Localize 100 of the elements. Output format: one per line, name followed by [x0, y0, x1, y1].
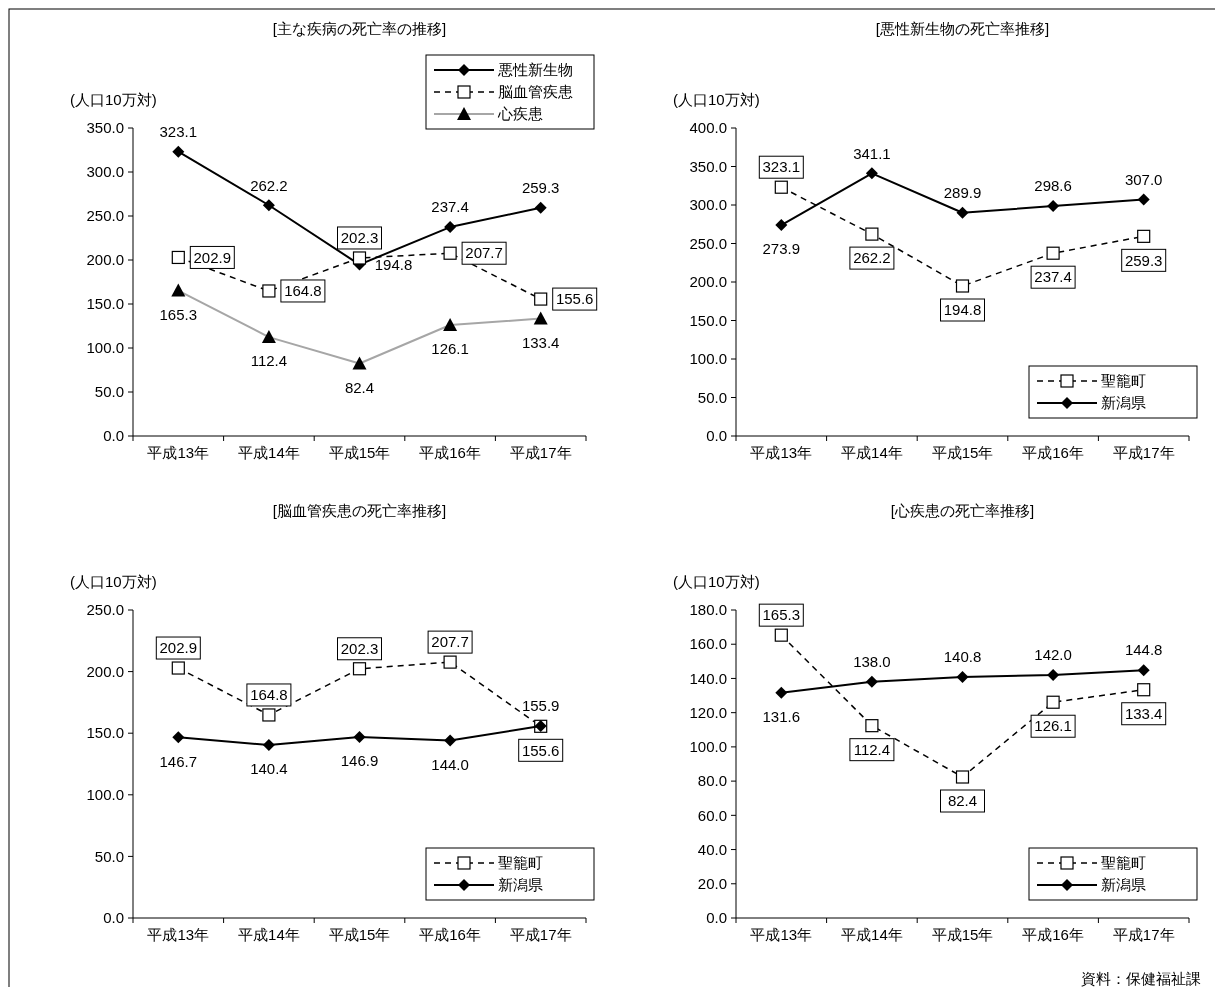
data-label: 289.9	[943, 184, 982, 202]
x-tick-label: 平成16年	[1022, 926, 1084, 943]
y-tick-label: 300.0	[86, 163, 124, 181]
data-label: 126.1	[431, 340, 469, 358]
y-axis-title: (人口10万対)	[673, 573, 760, 590]
y-tick-label: 20.0	[697, 875, 727, 893]
data-label: 165.3	[159, 305, 198, 323]
data-label: 323.1	[762, 158, 801, 176]
point	[774, 628, 788, 642]
legend-label: 聖籠町	[1101, 854, 1146, 872]
y-tick-label: 140.0	[689, 669, 727, 687]
y-tick-label: 250.0	[689, 234, 727, 252]
y-tick-label: 0.0	[706, 909, 727, 927]
y-tick-label: 300.0	[689, 196, 727, 214]
y-tick-label: 180.0	[689, 601, 727, 619]
chart-title: [悪性新生物の死亡率推移]	[875, 20, 1050, 37]
y-tick-label: 350.0	[86, 119, 124, 137]
point	[262, 284, 276, 298]
point	[534, 292, 548, 306]
point	[444, 221, 457, 234]
data-label: 112.4	[250, 352, 288, 370]
chart-title: [脳血管疾患の死亡率推移]	[272, 502, 447, 519]
point	[774, 180, 788, 194]
point	[775, 219, 788, 232]
point	[352, 662, 367, 676]
x-tick-label: 平成16年	[1022, 444, 1084, 461]
y-axis-title: (人口10万対)	[673, 91, 760, 108]
y-tick-label: 60.0	[697, 806, 727, 824]
x-tick-label: 平成14年	[238, 926, 300, 943]
data-label: 164.8	[250, 686, 288, 704]
y-tick-label: 250.0	[86, 601, 124, 619]
data-label: 237.4	[431, 198, 469, 216]
point	[262, 739, 275, 752]
point	[353, 731, 366, 744]
y-tick-label: 250.0	[86, 207, 124, 225]
text: 資料：保健福祉課	[1081, 970, 1201, 987]
y-tick-label: 200.0	[86, 662, 124, 680]
data-label: 194.8	[943, 301, 982, 319]
x-tick-label: 平成14年	[841, 926, 903, 943]
data-label: 155.6	[521, 741, 560, 759]
x-tick-label: 平成13年	[147, 444, 210, 461]
data-label: 262.2	[250, 176, 288, 194]
y-tick-label: 0.0	[103, 909, 124, 927]
data-label: 82.4	[344, 378, 375, 396]
point	[865, 675, 878, 688]
y-tick-label: 150.0	[86, 724, 124, 742]
data-label: 202.3	[340, 640, 379, 658]
point	[1046, 246, 1060, 260]
data-label: 82.4	[947, 792, 978, 810]
data-label: 155.9	[521, 697, 560, 715]
x-tick-label: 平成17年	[509, 444, 572, 461]
y-tick-label: 100.0	[86, 786, 124, 804]
y-tick-label: 0.0	[706, 427, 727, 445]
y-tick-label: 100.0	[689, 738, 727, 756]
y-tick-label: 200.0	[86, 251, 124, 269]
point	[534, 201, 547, 214]
y-tick-label: 80.0	[697, 772, 727, 790]
x-tick-label: 平成17年	[509, 926, 572, 943]
y-axis-title: (人口10万対)	[70, 91, 157, 108]
data-label: 133.4	[1124, 704, 1163, 722]
point	[865, 719, 879, 733]
point	[1047, 200, 1060, 213]
data-label: 133.4	[521, 333, 560, 351]
chart-title: [主な疾病の死亡率の推移]	[272, 20, 447, 37]
point	[443, 655, 457, 669]
point	[865, 227, 879, 241]
point	[171, 661, 185, 675]
x-tick-label: 平成14年	[238, 444, 300, 461]
point	[171, 250, 185, 265]
chart-title: [心疾患の死亡率推移]	[890, 502, 1035, 519]
point	[1137, 683, 1151, 697]
x-tick-label: 平成14年	[841, 444, 903, 461]
point	[955, 279, 970, 293]
point	[1046, 695, 1060, 709]
data-label: 202.9	[159, 639, 198, 657]
point	[172, 731, 185, 744]
point	[443, 246, 457, 260]
x-tick-label: 平成17年	[1112, 926, 1175, 943]
data-label: 259.3	[1124, 251, 1163, 269]
data-label: 131.6	[762, 708, 801, 726]
legend-label: 聖籠町	[1101, 372, 1146, 390]
point	[172, 145, 185, 158]
data-label: 237.4	[1034, 268, 1072, 286]
data-label: 144.0	[431, 755, 469, 773]
y-tick-label: 120.0	[689, 703, 727, 721]
point	[865, 167, 878, 180]
y-tick-label: 0.0	[103, 427, 124, 445]
legend-label: 新潟県	[498, 876, 543, 894]
data-label: 140.8	[943, 648, 982, 666]
data-label: 207.7	[431, 633, 469, 651]
y-tick-label: 100.0	[689, 350, 727, 368]
data-label: 142.0	[1034, 646, 1072, 664]
point	[955, 770, 970, 784]
point	[262, 199, 275, 212]
legend-label: 心疾患	[497, 105, 543, 123]
point	[444, 734, 457, 747]
y-axis-title: (人口10万対)	[70, 573, 157, 590]
y-tick-label: 50.0	[94, 383, 124, 401]
legend-label: 新潟県	[1101, 876, 1146, 894]
y-tick-label: 50.0	[697, 388, 727, 406]
